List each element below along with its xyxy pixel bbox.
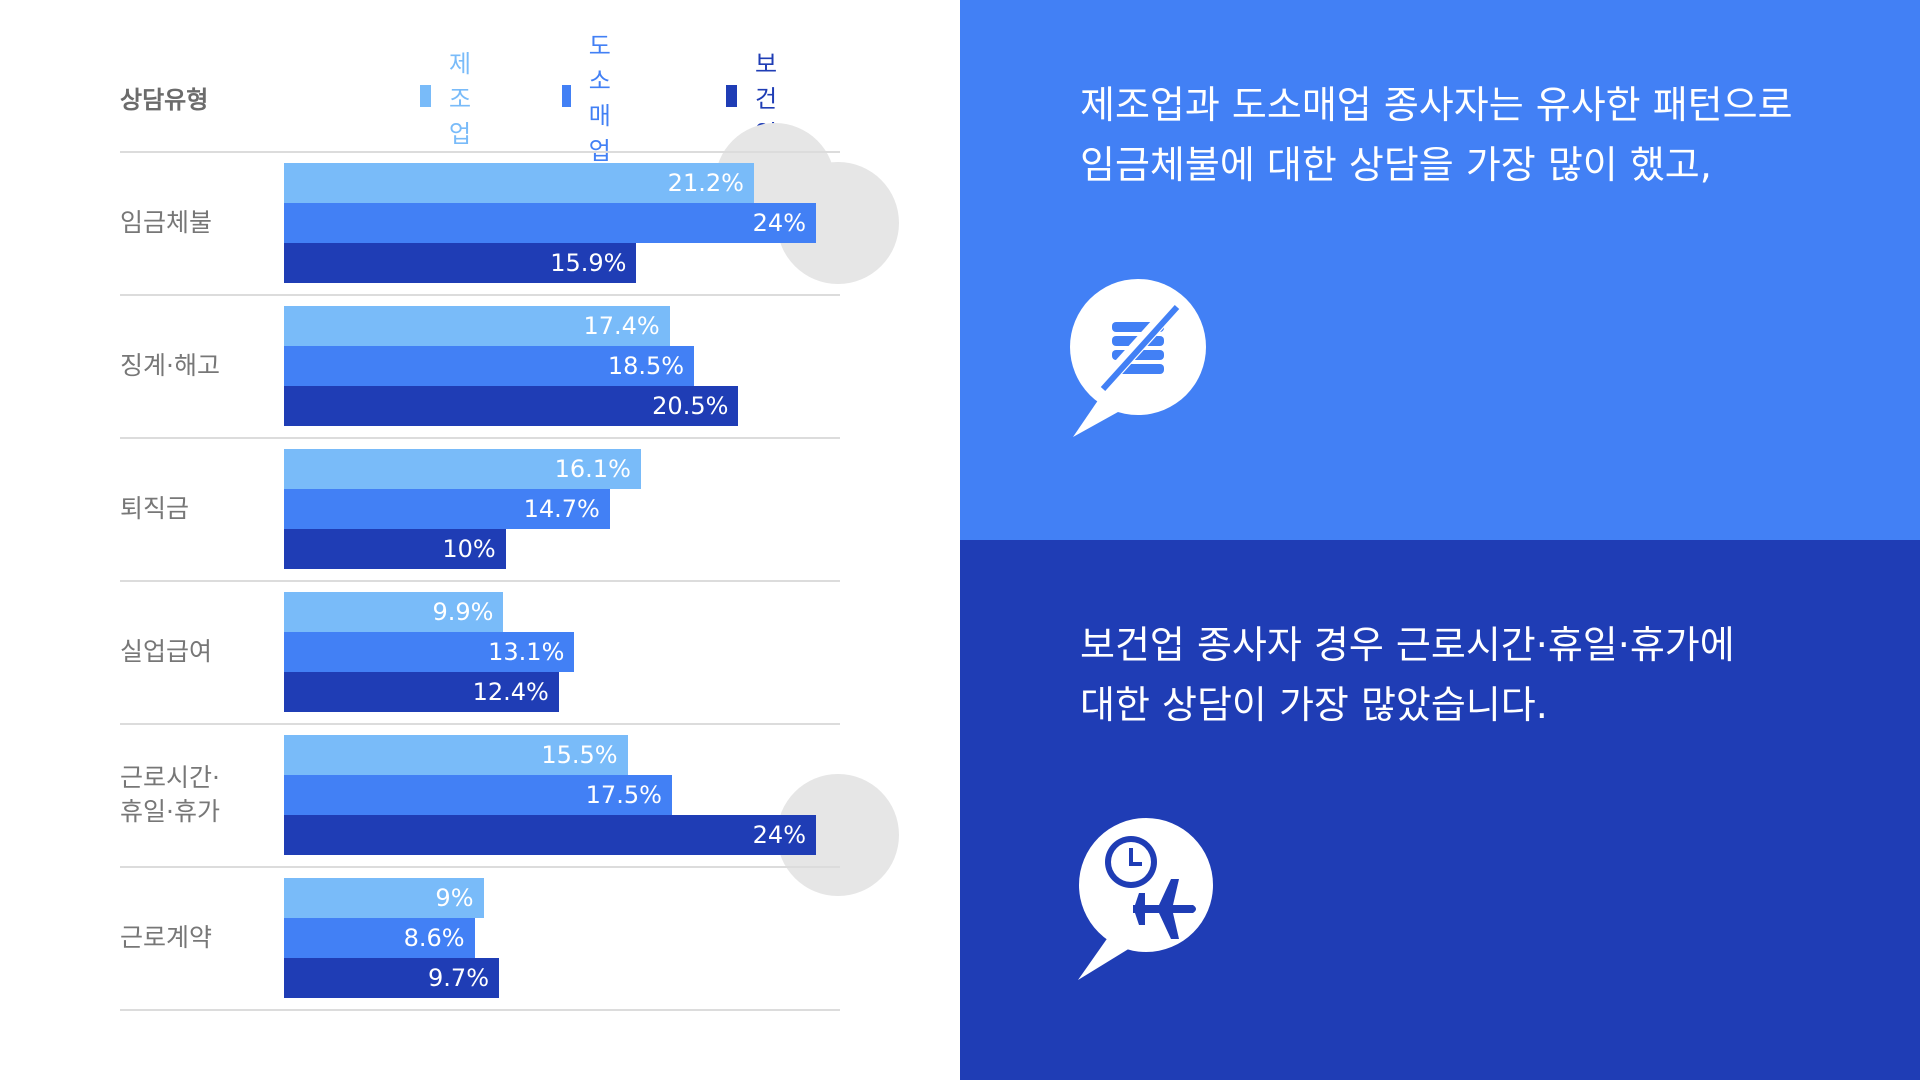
legend-swatch <box>420 85 431 107</box>
bar-value-label: 9.7% <box>428 964 490 992</box>
bar <box>284 306 670 346</box>
bar <box>284 672 559 712</box>
message-bottom: 보건업 종사자 경우 근로시간·휴일·휴가에 대한 상담이 가장 많았습니다. <box>1080 615 1860 735</box>
chart-header-label: 상담유형 <box>120 86 209 114</box>
message-bottom-line-2: 대한 상담이 가장 많았습니다. <box>1080 683 1548 727</box>
bar <box>284 386 739 426</box>
bar-value-label: 12.4% <box>472 678 549 706</box>
bar <box>284 529 506 569</box>
category-label-line: 실업급여 <box>120 637 213 666</box>
row-divider <box>120 151 840 153</box>
message-bottom-line-1: 보건업 종사자 경우 근로시간·휴일·휴가에 <box>1080 623 1735 667</box>
bar-value-label: 9.9% <box>432 598 494 626</box>
bar-value-label: 15.5% <box>541 741 618 769</box>
bar <box>284 163 754 203</box>
bar-value-label: 24% <box>752 209 806 237</box>
category-label: 징계·해고 <box>120 349 220 383</box>
message-top-line-2: 임금체불에 대한 상담을 가장 많이 했고, <box>1080 143 1712 187</box>
bar-value-label: 13.1% <box>488 638 565 666</box>
bar-value-label: 17.4% <box>583 312 660 340</box>
category-label: 퇴직금 <box>120 492 189 526</box>
row-divider <box>120 866 840 868</box>
legend-item: 제조업 <box>420 50 482 148</box>
row-divider <box>120 294 840 296</box>
bar <box>284 203 816 243</box>
category-label-line: 근로계약 <box>120 923 213 952</box>
row-divider <box>120 1009 840 1011</box>
category-label-line: 징계·해고 <box>120 351 220 380</box>
message-panel-top <box>960 0 1920 540</box>
message-top: 제조업과 도소매업 종사자는 유사한 패턴으로 임금체불에 대한 상담을 가장 … <box>1080 75 1860 195</box>
bar <box>284 632 575 672</box>
bar <box>284 958 500 998</box>
bar-value-label: 24% <box>752 821 806 849</box>
bar-value-label: 17.5% <box>585 781 662 809</box>
category-label-line: 퇴직금 <box>120 494 190 523</box>
bar <box>284 918 475 958</box>
row-divider <box>120 437 840 439</box>
legend-swatch <box>562 85 571 107</box>
row-divider <box>120 723 840 725</box>
message-top-line-1: 제조업과 도소매업 종사자는 유사한 패턴으로 <box>1080 83 1793 127</box>
message-panel-bottom <box>960 540 1920 1080</box>
category-label-line: 휴일·휴가 <box>120 797 220 826</box>
bar-value-label: 16.1% <box>554 455 631 483</box>
bar <box>284 592 504 632</box>
category-label: 근로시간· 휴일·휴가 <box>120 761 220 829</box>
bar-chart: 임금체불 21.2% 24% 15.9% 징계·해고 17.4% 18.5% 20.5% 퇴직금… <box>120 123 899 1011</box>
bar-value-label: 15.9% <box>550 249 627 277</box>
bar <box>284 815 816 855</box>
bar-value-label: 10% <box>442 535 496 563</box>
bar-value-label: 8.6% <box>403 924 465 952</box>
bar <box>284 243 637 283</box>
legend-label: 제조업 <box>449 49 472 148</box>
category-label: 실업급여 <box>120 635 212 669</box>
category-label: 근로계약 <box>120 921 212 955</box>
bar <box>284 449 641 489</box>
chart-panel: 상담유형 제조업도소매업보건업 임금체불21.2%24%15.9%징계·해고17… <box>120 32 899 1011</box>
bar-value-label: 20.5% <box>652 392 729 420</box>
bar <box>284 878 484 918</box>
bar-value-label: 9% <box>435 884 474 912</box>
row-divider <box>120 580 840 582</box>
category-label-line: 임금체불 <box>120 208 213 237</box>
bar-value-label: 14.7% <box>523 495 600 523</box>
legend-swatch <box>726 85 737 107</box>
bar <box>284 775 672 815</box>
bar-value-label: 21.2% <box>667 169 744 197</box>
bar-value-label: 18.5% <box>607 352 685 380</box>
bar <box>284 735 628 775</box>
no-money-speech-bubble-icon <box>1070 279 1206 437</box>
bar <box>284 489 610 529</box>
category-label-line: 근로시간· <box>120 763 220 792</box>
clock-airplane-speech-bubble-icon <box>1078 818 1213 980</box>
category-label: 임금체불 <box>120 206 212 240</box>
bar <box>284 346 695 386</box>
